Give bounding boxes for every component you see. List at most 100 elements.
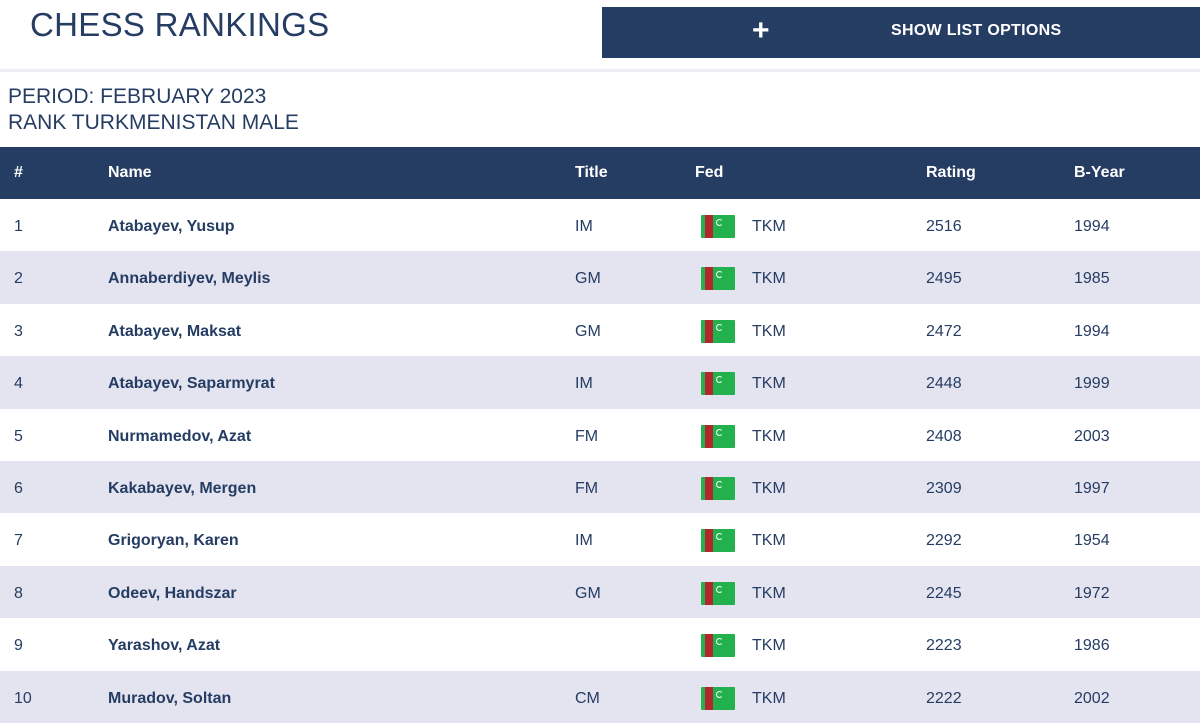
title-cell: GM	[575, 322, 601, 340]
birth-year-cell: 1994	[1074, 218, 1110, 235]
rank-cell: 3	[14, 322, 23, 340]
title-cell: IM	[575, 375, 593, 393]
rating-cell: 2245	[926, 584, 962, 602]
title-cell: IM	[575, 218, 593, 235]
title-cell: GM	[575, 584, 601, 602]
flag-stripe	[705, 372, 713, 396]
rankings-table: # Name Title Fed Rating B-Year 1 Atabayev…	[0, 147, 1200, 723]
rank-cell: 4	[14, 375, 23, 393]
turkmenistan-flag-icon	[701, 529, 735, 553]
flag-stripe	[705, 319, 713, 343]
rank-cell: 9	[14, 637, 23, 655]
federation-code: TKM	[752, 322, 786, 340]
title-cell: FM	[575, 479, 599, 497]
column-header-rank[interactable]: #	[14, 164, 23, 181]
birth-year-cell: 1997	[1074, 479, 1110, 497]
rating-cell: 2495	[926, 270, 962, 288]
table-row[interactable]: 9 Yarashov, Azat TKM 2223 1986	[0, 618, 1200, 670]
player-name-link[interactable]: Muradov, Soltan	[108, 689, 232, 707]
rank-cell: 5	[14, 427, 23, 445]
rank-cell: 6	[14, 479, 23, 497]
federation-code: TKM	[752, 375, 786, 393]
table-row[interactable]: 5 Nurmamedov, Azat FM TKM 2408 2003	[0, 409, 1200, 461]
player-name-link[interactable]: Nurmamedov, Azat	[108, 427, 252, 445]
turkmenistan-flag-icon	[701, 215, 735, 238]
birth-year-cell: 1985	[1074, 270, 1110, 288]
federation-code: TKM	[752, 427, 786, 445]
federation-code: TKM	[752, 637, 786, 655]
turkmenistan-flag-icon	[701, 372, 735, 396]
federation-code: TKM	[752, 532, 786, 550]
turkmenistan-flag-icon	[701, 686, 735, 710]
table-row[interactable]: 4 Atabayev, Saparmyrat IM TKM 2448 1999	[0, 356, 1200, 409]
player-name-link[interactable]: Annaberdiyev, Meylis	[108, 270, 271, 288]
player-name-link[interactable]: Atabayev, Saparmyrat	[108, 375, 275, 393]
flag-stripe	[705, 267, 713, 291]
rank-cell: 2	[14, 270, 23, 288]
birth-year-cell: 2002	[1074, 689, 1110, 707]
rating-cell: 2516	[926, 218, 962, 235]
player-name-link[interactable]: Atabayev, Maksat	[108, 322, 242, 340]
federation-code: TKM	[752, 270, 786, 288]
table-row[interactable]: 10 Muradov, Soltan CM TKM 2222 2002	[0, 670, 1200, 723]
table-row[interactable]: 2 Annaberdiyev, Meylis GM TKM 2495 1985	[0, 251, 1200, 304]
turkmenistan-flag-icon	[701, 319, 735, 343]
table-row[interactable]: 7 Grigoryan, Karen IM TKM 2292 1954	[0, 513, 1200, 565]
list-period-info: PERIOD: FEBRUARY 2023 RANK TURKMENISTAN …	[8, 84, 299, 136]
federation-code: TKM	[752, 479, 786, 497]
table-row[interactable]: 6 Kakabayev, Mergen FM TKM 2309 1997	[0, 460, 1200, 514]
rank-list-label: RANK TURKMENISTAN MALE	[8, 111, 299, 134]
rank-cell: 8	[14, 584, 23, 602]
flag-stripe	[705, 529, 713, 553]
turkmenistan-flag-icon	[701, 424, 735, 448]
federation-code: TKM	[752, 584, 786, 602]
rating-cell: 2309	[926, 479, 962, 497]
top-bar: CHESS RANKINGS + SHOW LIST OPTIONS	[0, 0, 1200, 72]
column-header-fed[interactable]: Fed	[695, 164, 724, 181]
federation-code: TKM	[752, 689, 786, 707]
flag-stripe	[705, 424, 713, 448]
crescent-icon	[716, 271, 723, 279]
turkmenistan-flag-icon	[701, 634, 735, 658]
player-name-link[interactable]: Atabayev, Yusup	[108, 218, 235, 235]
player-name-link[interactable]: Odeev, Handszar	[108, 584, 237, 602]
show-list-options-button[interactable]: + SHOW LIST OPTIONS	[602, 7, 1200, 58]
crescent-icon	[716, 323, 723, 331]
rating-cell: 2408	[926, 427, 962, 445]
rating-cell: 2448	[926, 375, 962, 393]
crescent-icon	[716, 428, 723, 436]
rating-cell: 2222	[926, 689, 962, 707]
table-row[interactable]: 3 Atabayev, Maksat GM TKM 2472 1994	[0, 304, 1200, 356]
table-row[interactable]: 1 Atabayev, Yusup IM TKM 2516 1994	[0, 199, 1200, 251]
show-list-options-label: SHOW LIST OPTIONS	[891, 22, 1062, 39]
rank-cell: 10	[14, 689, 32, 707]
player-name-link[interactable]: Kakabayev, Mergen	[108, 479, 257, 497]
plus-icon: +	[752, 14, 770, 47]
crescent-icon	[716, 219, 723, 226]
birth-year-cell: 1999	[1074, 375, 1110, 393]
column-header-name[interactable]: Name	[108, 164, 152, 181]
rank-cell: 1	[14, 218, 23, 235]
page-title: CHESS RANKINGS	[30, 6, 330, 43]
flag-stripe	[705, 476, 713, 500]
period-label: PERIOD: FEBRUARY 2023	[8, 85, 267, 108]
table-header: # Name Title Fed Rating B-Year	[0, 147, 1200, 199]
title-cell: FM	[575, 427, 599, 445]
player-name-link[interactable]: Yarashov, Azat	[108, 637, 221, 655]
crescent-icon	[716, 638, 723, 646]
birth-year-cell: 1954	[1074, 532, 1110, 550]
birth-year-cell: 1994	[1074, 322, 1110, 340]
birth-year-cell: 2003	[1074, 427, 1110, 445]
player-name-link[interactable]: Grigoryan, Karen	[108, 532, 239, 550]
crescent-icon	[716, 690, 723, 698]
turkmenistan-flag-icon	[701, 267, 735, 291]
rating-cell: 2472	[926, 322, 962, 340]
title-cell: GM	[575, 270, 601, 288]
turkmenistan-flag-icon	[701, 581, 735, 605]
birth-year-cell: 1986	[1074, 637, 1110, 655]
column-header-byear[interactable]: B-Year	[1074, 164, 1125, 181]
rating-cell: 2292	[926, 532, 962, 550]
column-header-title[interactable]: Title	[575, 164, 608, 181]
column-header-rating[interactable]: Rating	[926, 164, 976, 181]
table-row[interactable]: 8 Odeev, Handszar GM TKM 2245 1972	[0, 565, 1200, 619]
